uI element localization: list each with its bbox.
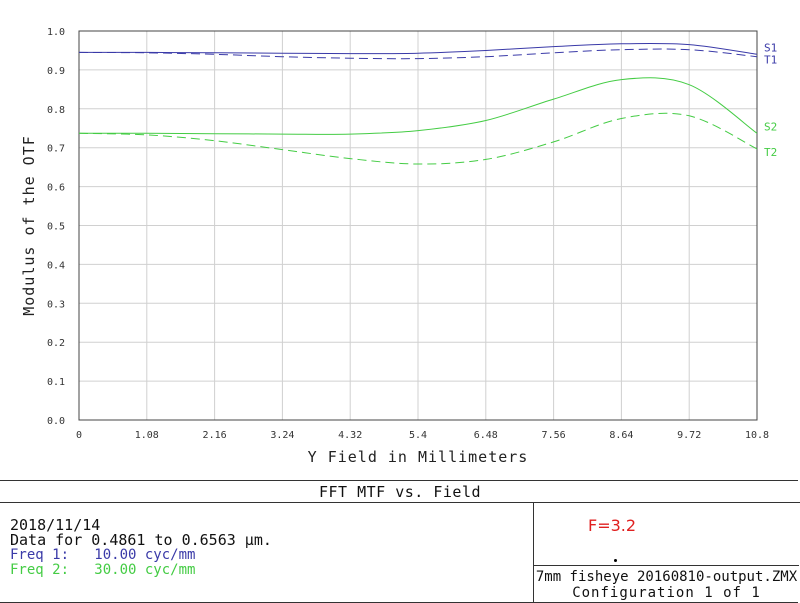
plot-area-frame bbox=[78, 30, 758, 421]
y-tick-label: 0.1 bbox=[47, 377, 65, 388]
y-tick-label: 0.2 bbox=[47, 338, 65, 349]
y-tick-label: 0.7 bbox=[47, 144, 65, 155]
legend-label-s1: S1 bbox=[764, 41, 777, 54]
annotation-box: F=3.2 7mm fisheye 20160810-output.ZMX Co… bbox=[533, 503, 800, 602]
grid-lines bbox=[79, 31, 757, 420]
legend-label-t1: T1 bbox=[764, 54, 777, 67]
x-tick-label: 10.8 bbox=[745, 430, 769, 441]
freq1-text: Freq 1: 10.00 cyc/mm bbox=[10, 547, 196, 563]
mtf-chart: 0.0 0.1 0.2 0.3 0.4 0.5 0.6 0.7 0.8 0.9 1.0 0 1.08 2… bbox=[20, 27, 777, 466]
series-line-s2 bbox=[78, 77, 758, 135]
x-tick-label: 3.24 bbox=[270, 430, 294, 441]
marker-dot bbox=[614, 559, 617, 562]
file-info-box: 7mm fisheye 20160810-output.ZMX Configur… bbox=[534, 565, 799, 602]
y-tick-labels: 0.0 0.1 0.2 0.3 0.4 0.5 0.6 0.7 0.8 0.9 1.0 bbox=[47, 27, 65, 427]
freq2-text: Freq 2: 30.00 cyc/mm bbox=[10, 562, 196, 578]
date-text: 2018/11/14 bbox=[10, 516, 101, 534]
info-block: 2018/11/14 Data for 0.4861 to 0.6563 µm.… bbox=[10, 518, 272, 578]
legend-label-s2: S2 bbox=[764, 120, 777, 133]
y-tick-label: 0.5 bbox=[47, 222, 65, 233]
wavelength-range-text: Data for 0.4861 to 0.6563 µm. bbox=[10, 531, 272, 549]
y-tick-label: 0.8 bbox=[47, 105, 65, 116]
f-number-annotation: F=3.2 bbox=[588, 516, 637, 535]
plot-title: FFT MTF vs. Field bbox=[0, 481, 800, 503]
footer-panel: FFT MTF vs. Field 2018/11/14 Data for 0.… bbox=[0, 480, 800, 603]
y-axis-title: Modulus of the OTF bbox=[20, 135, 38, 316]
legend-label-t2: T2 bbox=[764, 146, 777, 159]
x-tick-label: 7.56 bbox=[542, 430, 566, 441]
x-tick-label: 6.48 bbox=[474, 430, 498, 441]
x-tick-label: 1.08 bbox=[135, 430, 159, 441]
y-tick-label: 1.0 bbox=[47, 27, 65, 38]
series-line-t1 bbox=[78, 48, 758, 60]
x-tick-label: 8.64 bbox=[609, 430, 633, 441]
y-tick-label: 0.6 bbox=[47, 183, 65, 194]
y-tick-label: 0.3 bbox=[47, 299, 65, 310]
y-tick-label: 0.9 bbox=[47, 66, 65, 77]
x-tick-labels: 0 1.08 2.16 3.24 4.32 5.4 6.48 7.56 8.64 9.72 10.8 bbox=[76, 430, 769, 441]
y-tick-label: 0.0 bbox=[47, 416, 65, 427]
x-axis-title: Y Field in Millimeters bbox=[308, 448, 529, 466]
configuration-text: Configuration 1 of 1 bbox=[572, 585, 761, 601]
y-tick-label: 0.4 bbox=[47, 260, 65, 271]
series-line-t2 bbox=[78, 112, 758, 165]
series-lines bbox=[78, 42, 758, 165]
x-tick-label: 9.72 bbox=[677, 430, 701, 441]
file-name: 7mm fisheye 20160810-output.ZMX bbox=[535, 569, 798, 585]
x-tick-label: 4.32 bbox=[338, 430, 362, 441]
series-line-s1 bbox=[78, 42, 758, 55]
x-tick-label: 0 bbox=[76, 430, 82, 441]
x-tick-label: 5.4 bbox=[409, 430, 427, 441]
x-tick-label: 2.16 bbox=[203, 430, 227, 441]
